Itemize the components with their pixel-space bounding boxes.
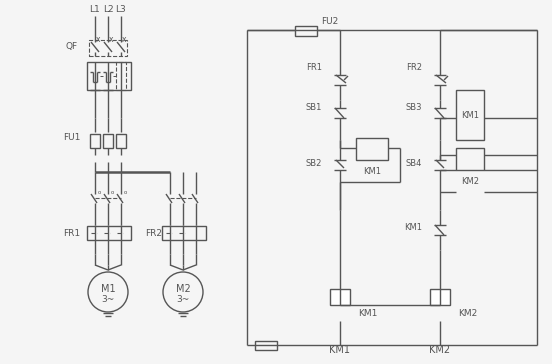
Bar (456, 90, 484, 140)
Text: FU1: FU1 (63, 134, 81, 142)
Text: SB1: SB1 (306, 103, 322, 112)
Text: KM1: KM1 (363, 166, 381, 175)
Text: KM1: KM1 (330, 345, 351, 355)
Text: L3: L3 (115, 5, 126, 15)
Bar (295, 26, 317, 36)
Bar (116, 134, 126, 148)
Text: FR1: FR1 (306, 63, 322, 72)
Text: KM2: KM2 (461, 177, 479, 186)
Text: M1: M1 (100, 284, 115, 294)
Bar (87, 62, 131, 90)
Bar (330, 289, 350, 305)
Text: M2: M2 (176, 284, 190, 294)
Text: o: o (123, 190, 127, 194)
Text: KM1: KM1 (461, 111, 479, 119)
Text: SB2: SB2 (306, 158, 322, 167)
Text: L1: L1 (89, 5, 100, 15)
Text: L2: L2 (103, 5, 113, 15)
Text: KM1: KM1 (404, 223, 422, 233)
Text: SB4: SB4 (406, 158, 422, 167)
Text: KM1: KM1 (358, 309, 378, 317)
Bar (456, 148, 484, 170)
Text: o: o (110, 190, 114, 194)
Text: KM2: KM2 (429, 345, 450, 355)
Bar (116, 62, 126, 90)
Text: FU2: FU2 (321, 17, 338, 27)
Text: x: x (109, 36, 113, 44)
Bar (90, 134, 100, 148)
Text: 3~: 3~ (177, 294, 190, 304)
Bar (162, 226, 206, 240)
Text: FR2: FR2 (406, 63, 422, 72)
Text: x: x (95, 36, 100, 44)
Text: x: x (122, 36, 126, 44)
Bar (255, 341, 277, 350)
Bar (103, 134, 113, 148)
Bar (89, 40, 127, 56)
Text: KM2: KM2 (458, 309, 477, 317)
Text: QF: QF (66, 43, 78, 51)
Text: o: o (97, 190, 100, 194)
Bar (356, 138, 388, 160)
Bar (87, 226, 131, 240)
Text: 3~: 3~ (102, 294, 115, 304)
Bar (430, 289, 450, 305)
Text: SB3: SB3 (406, 103, 422, 112)
Text: FR2: FR2 (146, 229, 162, 237)
Text: FR1: FR1 (63, 229, 81, 237)
